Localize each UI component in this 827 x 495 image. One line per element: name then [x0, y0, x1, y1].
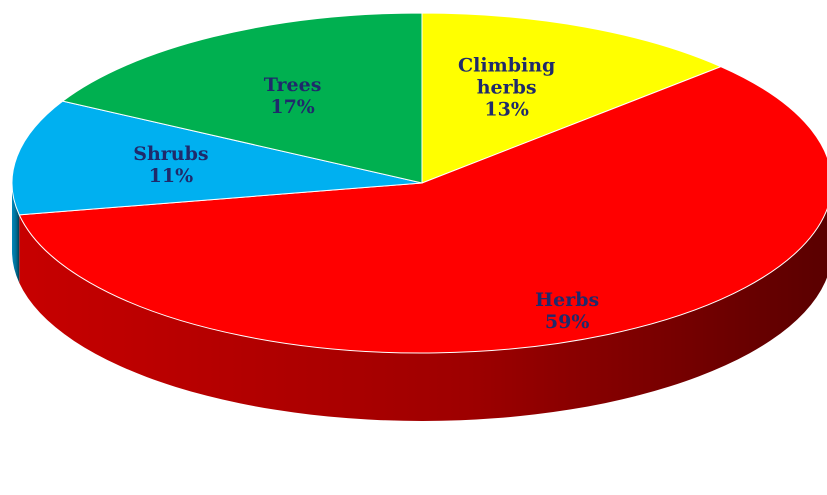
pie-slice-climbing-herbs: [421, 12, 723, 184]
slice-percent: 17%: [270, 96, 315, 118]
slice-category: Herbs: [535, 289, 599, 311]
slice-label-climbing-herbs: Climbing herbs 13%: [458, 54, 555, 120]
pie-slice-shrubs: [11, 100, 423, 216]
pie-depth: [12, 183, 827, 421]
pie-side-herbs: [19, 209, 827, 421]
slice-percent: 59%: [545, 311, 590, 333]
pie-slice-trees: [61, 12, 423, 184]
slice-label-trees: Trees 17%: [264, 74, 322, 118]
pie-slice-herbs: [18, 66, 827, 354]
pie-top: [11, 12, 827, 354]
slice-label-herbs: Herbs 59%: [535, 289, 599, 333]
slice-labels: Climbing herbs 13% Herbs 59% Shrubs 11% Trees 17…: [133, 54, 599, 333]
slice-percent: 11%: [149, 165, 194, 187]
slice-category: Trees: [264, 74, 322, 96]
slice-category: herbs: [477, 76, 537, 98]
slice-category: Shrubs: [133, 143, 208, 165]
slice-category: Climbing: [458, 54, 555, 76]
slice-label-shrubs: Shrubs 11%: [133, 143, 208, 187]
pie-side-shrubs: [12, 183, 20, 283]
slice-percent: 13%: [484, 98, 529, 120]
